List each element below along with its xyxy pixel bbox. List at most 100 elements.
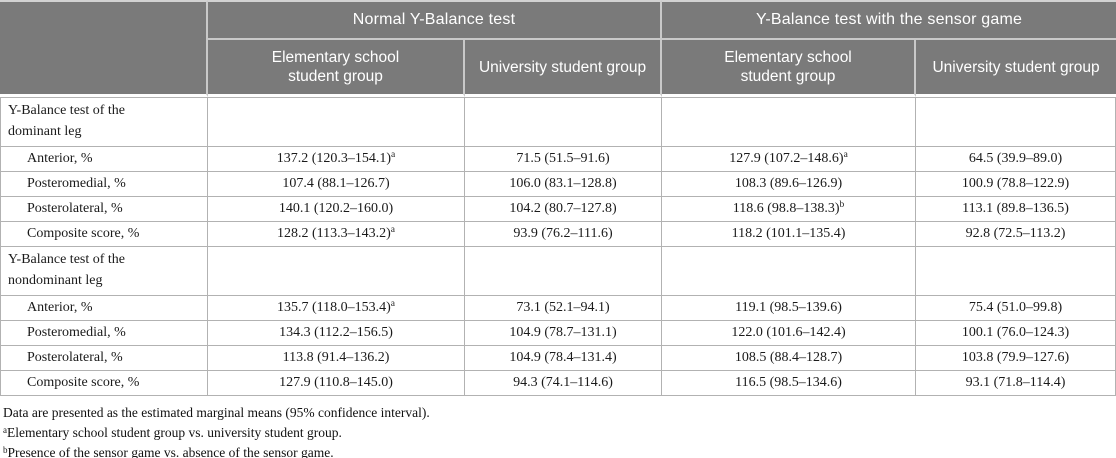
group-header-row: Normal Y-Balance test Y-Balance test wit… xyxy=(0,0,1116,97)
table-row: Posteromedial, % 107.4 (88.1–126.7) 106.0 … xyxy=(0,172,1116,197)
value-text: 75.4 (51.0–99.8) xyxy=(968,300,1063,315)
value-text: 108.5 (88.4–128.7) xyxy=(734,350,843,365)
value-cell: 140.1 (120.2–160.0) xyxy=(208,197,465,222)
value-cell: 104.9 (78.7–131.1) xyxy=(465,321,663,346)
value-cell: 108.5 (88.4–128.7) xyxy=(662,346,917,371)
table-row: Anterior, % 135.7 (118.0–153.4)a 73.1 (52.… xyxy=(0,296,1116,321)
value-cell: 92.8 (72.5–113.2) xyxy=(916,222,1116,247)
value-cell: 100.9 (78.8–122.9) xyxy=(916,172,1116,197)
section-label-text: Y-Balance test of the nondominant leg xyxy=(8,252,126,288)
value-text: 118.6 (98.8–138.3) xyxy=(732,201,840,216)
significance-superscript: a xyxy=(391,150,396,160)
value-text: 92.8 (72.5–113.2) xyxy=(965,226,1066,241)
column-header-label: University student group xyxy=(932,58,1100,76)
value-text: 113.1 (89.8–136.5) xyxy=(962,201,1069,216)
row-label: Posterolateral, % xyxy=(0,346,208,371)
value-text: 127.9 (107.2–148.6) xyxy=(729,151,844,166)
footnote-superscript: b xyxy=(3,445,8,455)
value-text: 93.9 (76.2–111.6) xyxy=(513,226,613,241)
value-text: 71.5 (51.5–91.6) xyxy=(516,151,610,166)
value-cell: 64.5 (39.9–89.0) xyxy=(916,147,1116,172)
value-cell: 100.1 (76.0–124.3) xyxy=(916,321,1116,346)
value-text: 107.4 (88.1–126.7) xyxy=(282,176,390,191)
table-row: Posterolateral, % 140.1 (120.2–160.0) 104.… xyxy=(0,197,1116,222)
value-text: 100.9 (78.8–122.9) xyxy=(961,176,1070,191)
section-label: Y-Balance test of the nondominant leg xyxy=(0,247,208,296)
value-cell: 134.3 (112.2–156.5) xyxy=(208,321,465,346)
row-label: Posteromedial, % xyxy=(0,321,208,346)
empty-cell xyxy=(662,97,917,147)
value-text: 73.1 (52.1–94.1) xyxy=(516,300,610,315)
column-header-university-sensor: University student group xyxy=(916,40,1116,97)
value-cell: 118.6 (98.8–138.3)b xyxy=(662,197,917,222)
table-row: Composite score, % 127.9 (110.8–145.0) 94.… xyxy=(0,371,1116,396)
column-header-university-normal: University student group xyxy=(465,40,663,97)
significance-superscript: a xyxy=(390,225,396,235)
value-text: 118.2 (101.1–135.4) xyxy=(731,226,846,241)
value-cell: 73.1 (52.1–94.1) xyxy=(465,296,663,321)
value-cell: 127.9 (107.2–148.6)a xyxy=(662,147,917,172)
value-cell: 75.4 (51.0–99.8) xyxy=(916,296,1116,321)
value-cell: 119.1 (98.5–139.6) xyxy=(662,296,917,321)
row-label: Anterior, % xyxy=(0,296,208,321)
value-cell: 93.1 (71.8–114.4) xyxy=(916,371,1116,396)
significance-superscript: a xyxy=(843,150,848,160)
value-text: 116.5 (98.5–134.6) xyxy=(735,375,842,390)
footnotes: Data are presented as the estimated marg… xyxy=(0,403,1116,458)
row-label: Posterolateral, % xyxy=(0,197,208,222)
empty-cell xyxy=(465,97,663,147)
value-text: 64.5 (39.9–89.0) xyxy=(968,151,1063,166)
section-header-row: Y-Balance test of the nondominant leg xyxy=(0,247,1116,296)
value-cell: 135.7 (118.0–153.4)a xyxy=(208,296,465,321)
value-cell: 127.9 (110.8–145.0) xyxy=(208,371,465,396)
column-header-label: Elementary school student group xyxy=(271,49,400,85)
value-text: 122.0 (101.6–142.4) xyxy=(731,325,846,340)
value-cell: 104.2 (80.7–127.8) xyxy=(465,197,663,222)
value-text: 104.2 (80.7–127.8) xyxy=(509,201,617,216)
value-cell: 71.5 (51.5–91.6) xyxy=(465,147,663,172)
footnote: Data are presented as the estimated marg… xyxy=(3,405,430,420)
y-balance-results-table: Normal Y-Balance test Y-Balance test wit… xyxy=(0,0,1116,396)
significance-superscript: a xyxy=(390,299,396,309)
value-cell: 94.3 (74.1–114.6) xyxy=(465,371,663,396)
value-text: 137.2 (120.3–154.1) xyxy=(276,151,392,166)
value-cell: 116.5 (98.5–134.6) xyxy=(662,371,917,396)
value-text: 119.1 (98.5–139.6) xyxy=(735,300,842,315)
column-header-label: Elementary school student group xyxy=(724,49,852,85)
table-row: Composite score, % 128.2 (113.3–143.2)a 93… xyxy=(0,222,1116,247)
empty-cell xyxy=(465,247,663,296)
table-header: Normal Y-Balance test Y-Balance test wit… xyxy=(0,0,1116,97)
section-header-row: Y-Balance test of the dominant leg xyxy=(0,97,1116,147)
column-header-label: University student group xyxy=(478,58,647,76)
section-label: Y-Balance test of the dominant leg xyxy=(0,97,208,147)
footnote-superscript: a xyxy=(3,425,7,435)
value-text: 108.3 (89.6–126.9) xyxy=(734,176,843,191)
row-label: Composite score, % xyxy=(0,222,208,247)
value-cell: 106.0 (83.1–128.8) xyxy=(465,172,663,197)
value-cell: 137.2 (120.3–154.1)a xyxy=(208,147,465,172)
significance-superscript: b xyxy=(839,200,845,210)
table-row: Posteromedial, % 134.3 (112.2–156.5) 104.9… xyxy=(0,321,1116,346)
empty-cell xyxy=(662,247,917,296)
value-cell: 107.4 (88.1–126.7) xyxy=(208,172,465,197)
value-cell: 118.2 (101.1–135.4) xyxy=(662,222,917,247)
value-text: 106.0 (83.1–128.8) xyxy=(509,176,617,191)
value-text: 100.1 (76.0–124.3) xyxy=(961,325,1070,340)
value-text: 104.9 (78.7–131.1) xyxy=(509,325,617,340)
corner-cell xyxy=(0,0,208,97)
value-cell: 113.1 (89.8–136.5) xyxy=(916,197,1116,222)
value-cell: 113.8 (91.4–136.2) xyxy=(208,346,465,371)
value-cell: 122.0 (101.6–142.4) xyxy=(662,321,917,346)
column-header-elementary-normal: Elementary school student group xyxy=(208,40,465,97)
value-text: 103.8 (79.9–127.6) xyxy=(961,350,1070,365)
value-text: 104.9 (78.4–131.4) xyxy=(509,350,617,365)
section-label-text: Y-Balance test of the dominant leg xyxy=(8,103,126,139)
empty-cell xyxy=(208,247,465,296)
value-text: 128.2 (113.3–143.2) xyxy=(276,226,391,241)
value-text: 113.8 (91.4–136.2) xyxy=(282,350,390,365)
table-body: Y-Balance test of the dominant leg Anteri… xyxy=(0,97,1116,396)
group-header-normal-test: Normal Y-Balance test xyxy=(208,0,663,40)
column-header-elementary-sensor: Elementary school student group xyxy=(662,40,917,97)
empty-cell xyxy=(916,247,1116,296)
